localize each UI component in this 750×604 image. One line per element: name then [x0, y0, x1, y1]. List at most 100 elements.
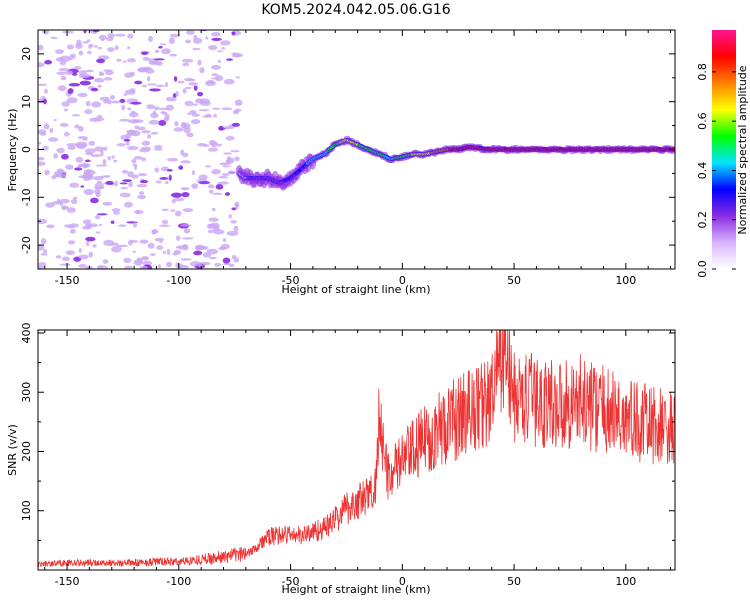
noise-blob [123, 93, 128, 96]
noise-blob [111, 100, 121, 104]
snr-panel: -150 -100 -50 0 50 100 100 200 300 400 Height of … [6, 322, 676, 596]
noise-blob [62, 30, 74, 34]
spectrogram-noise [38, 30, 244, 269]
snr-y-tick-label: 400 [20, 322, 33, 343]
noise-blob [221, 47, 226, 50]
noise-blob [96, 181, 103, 184]
noise-blob [217, 60, 222, 64]
noise-blob [166, 261, 172, 268]
noise-blob [74, 124, 80, 129]
noise-blob [154, 49, 160, 53]
noise-blob [208, 189, 214, 194]
noise-blob [78, 264, 87, 268]
noise-blob [183, 127, 191, 134]
noise-blob [171, 199, 176, 204]
noise-blob [49, 127, 54, 134]
noise-blob [67, 145, 76, 150]
noise-blob [85, 236, 96, 242]
noise-blob [164, 81, 169, 88]
noise-blob [80, 185, 85, 188]
noise-blob [84, 159, 91, 163]
noise-blob [78, 254, 89, 260]
noise-blob [207, 229, 214, 234]
noise-blob [44, 169, 50, 176]
noise-blob [178, 165, 184, 170]
noise-blob [66, 143, 79, 147]
noise-blob [82, 162, 87, 168]
noise-blob [126, 46, 131, 50]
noise-blob [191, 103, 198, 106]
noise-blob [77, 92, 88, 98]
noise-blob [145, 68, 155, 74]
noise-blob [119, 182, 128, 185]
noise-blob [62, 205, 70, 210]
noise-blob [141, 84, 147, 88]
noise-blob [165, 96, 177, 102]
noise-blob [122, 60, 127, 63]
noise-blob [139, 179, 149, 184]
noise-blob [197, 59, 202, 66]
noise-blob [225, 58, 233, 61]
noise-blob [123, 138, 131, 142]
noise-blob [79, 73, 85, 78]
noise-blob [208, 44, 218, 51]
noise-blob [154, 167, 160, 173]
spectrogram-x-tick-label: 0 [399, 274, 406, 287]
spectrogram-y-tick-label: 20 [20, 47, 33, 61]
noise-blob [181, 192, 190, 198]
spectrogram-x-tick-label: 50 [507, 274, 521, 287]
noise-blob [157, 264, 161, 269]
noise-blob [185, 39, 192, 44]
noise-blob [230, 220, 237, 224]
snr-x-tick-label: 100 [615, 575, 636, 588]
noise-blob [59, 263, 72, 266]
noise-blob [228, 214, 232, 219]
noise-blob [50, 36, 58, 40]
noise-blob [188, 82, 199, 86]
noise-blob [85, 152, 94, 156]
noise-blob [88, 251, 94, 258]
noise-blob [175, 235, 181, 241]
noise-blob [189, 261, 202, 267]
noise-blob [89, 44, 94, 48]
noise-blob [150, 253, 156, 256]
noise-blob [110, 242, 119, 246]
snr-plot-area [38, 330, 675, 570]
noise-blob [113, 159, 118, 163]
noise-blob [122, 179, 133, 182]
noise-blob [128, 181, 133, 188]
noise-blob [117, 224, 127, 227]
noise-blob [180, 224, 192, 227]
noise-blob [66, 97, 78, 104]
chart-title: KOM5.2024.042.05.06.G16 [261, 2, 450, 18]
noise-blob [75, 156, 84, 163]
colorbar-tick-label: 0.2 [696, 211, 709, 229]
noise-blob [131, 158, 137, 164]
noise-blob [83, 169, 96, 176]
noise-blob [235, 76, 240, 79]
noise-blob [98, 71, 103, 76]
colorbar-ticks: 0.0 0.2 0.4 0.6 0.8 [696, 63, 736, 278]
noise-blob [192, 47, 201, 51]
spectrogram-y-tick-label: 10 [20, 95, 33, 109]
spectrogram-x-axis-label: Height of straight line (km) [281, 283, 430, 296]
noise-blob [38, 156, 45, 161]
noise-blob [121, 104, 126, 111]
noise-blob [182, 62, 190, 67]
noise-blob [119, 98, 126, 103]
noise-blob [44, 59, 53, 65]
noise-blob [106, 99, 112, 105]
noise-blob [188, 78, 196, 82]
noise-blob [81, 226, 92, 230]
noise-blob [158, 224, 170, 227]
noise-blob [141, 51, 149, 56]
noise-blob [146, 76, 151, 82]
noise-blob [199, 67, 205, 74]
noise-blob [45, 202, 55, 208]
noise-blob [85, 69, 94, 73]
noise-blob [164, 181, 169, 184]
noise-blob [202, 144, 210, 147]
noise-blob [88, 140, 96, 146]
noise-blob [170, 192, 183, 198]
noise-blob [181, 237, 194, 240]
